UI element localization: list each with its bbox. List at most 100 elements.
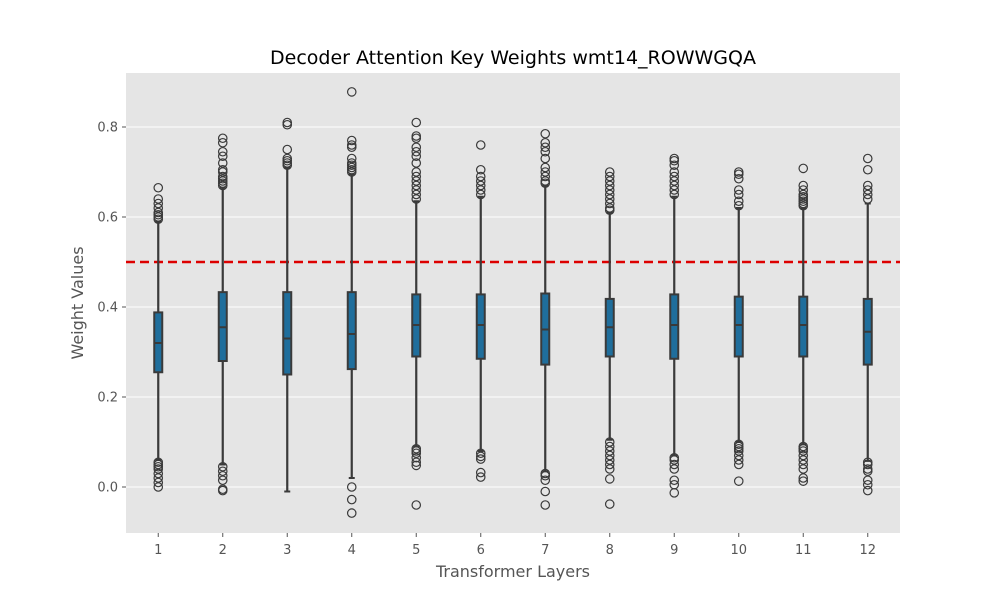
outlier-point	[540, 162, 551, 173]
plot-background	[126, 73, 900, 533]
outlier-point	[346, 494, 357, 505]
box-layer-11	[798, 163, 809, 486]
box-layer-9	[669, 153, 680, 498]
outlier-point	[798, 473, 809, 483]
outlier-point	[282, 119, 293, 130]
outlier-point	[346, 482, 357, 492]
outlier-point	[604, 437, 615, 447]
box-layer-12	[862, 153, 873, 496]
outlier-point	[475, 451, 486, 462]
outlier-point	[411, 158, 422, 168]
outlier-point	[153, 464, 164, 474]
outlier-point	[604, 198, 615, 209]
outlier-point	[540, 128, 551, 139]
outlier-point	[733, 446, 744, 456]
outlier-point	[475, 189, 486, 200]
grid-lines	[126, 126, 900, 488]
outlier-point	[669, 185, 680, 195]
outlier-point	[346, 87, 357, 97]
outlier-point	[604, 194, 615, 204]
x-tick-label: 8	[606, 543, 614, 558]
outlier-point	[604, 441, 615, 452]
y-tick-label: 0.8	[97, 121, 118, 136]
outlier-point	[604, 474, 615, 484]
outlier-point	[669, 171, 680, 182]
outlier-point	[411, 457, 422, 468]
x-tick-label: 4	[348, 543, 356, 558]
outlier-point	[475, 164, 486, 175]
outlier-point	[604, 180, 615, 191]
box-iqr	[282, 291, 293, 376]
outlier-point	[862, 459, 873, 470]
outlier-point	[540, 475, 551, 486]
outlier-point	[475, 176, 486, 186]
outlier-point	[217, 180, 228, 191]
outlier-point	[282, 160, 293, 171]
outlier-point	[733, 459, 744, 470]
outlier-point	[411, 117, 422, 128]
outlier-point	[411, 500, 422, 510]
outlier-point	[669, 488, 680, 498]
outlier-point	[217, 470, 228, 481]
outlier-point	[540, 500, 551, 510]
outlier-point	[604, 185, 615, 195]
x-tick-label: 9	[670, 543, 678, 558]
box-iqr	[346, 291, 357, 371]
outlier-point	[411, 133, 422, 144]
y-tick-label: 0.4	[97, 301, 118, 316]
outlier-point	[153, 182, 164, 193]
outlier-point	[604, 455, 615, 465]
box-iqr	[669, 293, 680, 360]
outlier-point	[733, 189, 744, 200]
outlier-point	[604, 167, 615, 177]
outlier-point	[153, 214, 164, 225]
outlier-point	[153, 198, 164, 209]
chart-title: Decoder Attention Key Weights wmt14_ROWW…	[270, 47, 756, 69]
outlier-point	[798, 464, 809, 474]
outlier-point	[411, 189, 422, 200]
outlier-point	[862, 485, 873, 496]
outlier-point	[798, 476, 809, 486]
outlier-point	[733, 173, 744, 184]
box-iqr	[733, 295, 744, 358]
outlier-point	[798, 459, 809, 470]
box-layer-6	[475, 140, 486, 482]
outlier-point	[217, 151, 228, 162]
outlier-point	[733, 169, 744, 180]
x-tick-label: 11	[795, 543, 812, 558]
outlier-point	[475, 472, 486, 482]
outlier-point	[669, 160, 680, 171]
outlier-point	[862, 180, 873, 191]
outlier-point	[540, 167, 551, 177]
outlier-point	[475, 140, 486, 150]
y-tick-label: 0.0	[97, 481, 118, 496]
outlier-point	[540, 470, 551, 481]
box-iqr	[798, 295, 809, 358]
outlier-point	[862, 189, 873, 200]
outlier-point	[411, 180, 422, 191]
outlier-point	[411, 460, 422, 471]
y-tick-labels: 0.0 0.2 0.4 0.6 0.8	[97, 121, 126, 496]
box-layer-3	[282, 117, 293, 493]
x-axis-label: Transformer Layers	[435, 562, 590, 581]
outlier-point	[604, 499, 615, 509]
x-tick-labels: 1 2 3 4 5 6 7 8 9 10 11 12	[154, 533, 876, 558]
outlier-point	[475, 454, 486, 464]
outlier-point	[153, 194, 164, 204]
outlier-point	[411, 448, 422, 459]
x-tick-label: 7	[541, 543, 549, 558]
x-tick-label: 5	[412, 543, 420, 558]
outlier-point	[217, 133, 228, 144]
y-axis-label: Weight Values	[68, 246, 87, 359]
outlier-point	[217, 158, 228, 168]
outlier-point	[669, 464, 680, 474]
outlier-point	[733, 476, 744, 486]
outlier-point	[153, 482, 164, 492]
outlier-point	[798, 163, 809, 174]
outlier-point	[217, 461, 228, 472]
outlier-point	[669, 459, 680, 470]
outlier-point	[733, 196, 744, 207]
outlier-point	[798, 200, 809, 211]
outlier-point	[604, 189, 615, 200]
outlier-point	[540, 153, 551, 164]
